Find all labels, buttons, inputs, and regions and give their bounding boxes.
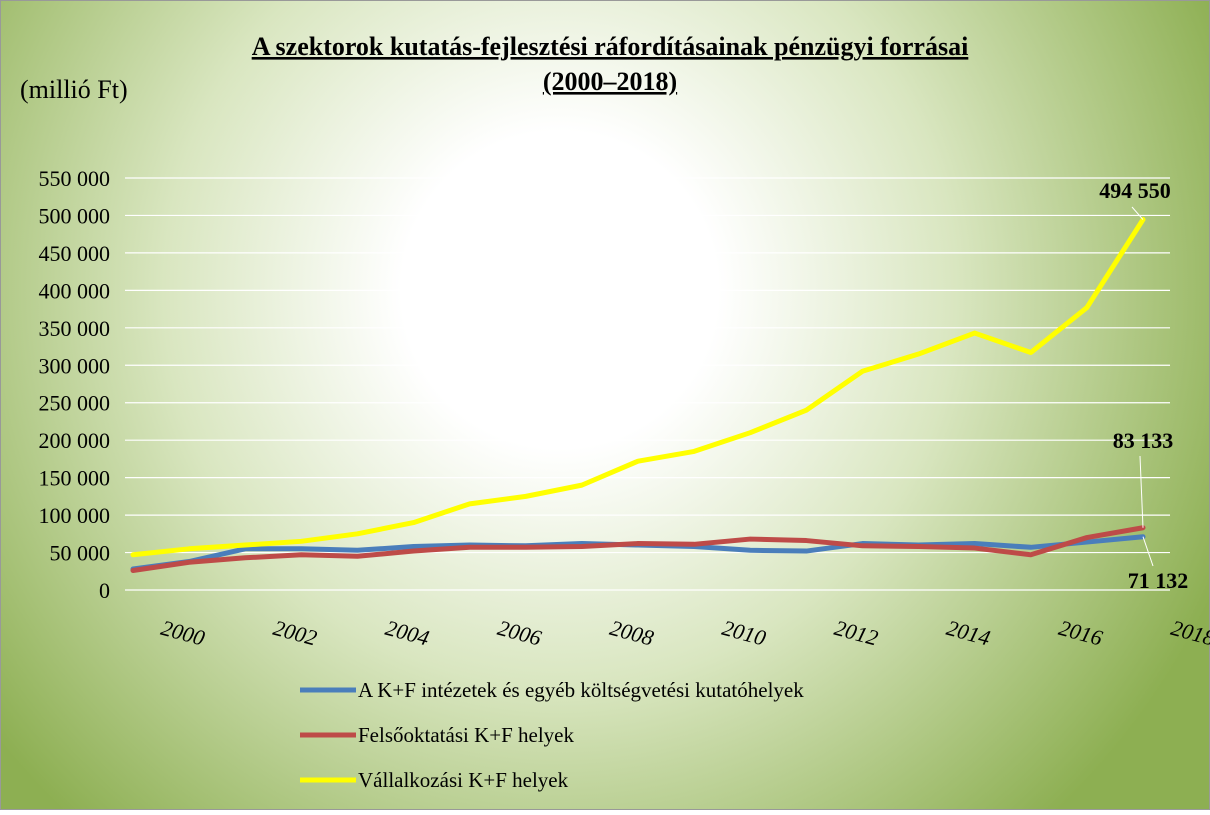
data-label: 71 132: [1128, 568, 1189, 593]
legend-label: Vállalkozási K+F helyek: [358, 768, 569, 792]
leader-line: [1142, 536, 1154, 567]
chart-title: (2000–2018): [543, 67, 677, 96]
series-line: [130, 217, 1146, 558]
y-tick-label: 50 000: [50, 541, 111, 566]
data-label: 494 550: [1099, 178, 1171, 203]
y-tick-label: 250 000: [39, 391, 111, 416]
legend-label: A K+F intézetek és egyéb költségvetési k…: [358, 678, 804, 702]
y-tick-label: 350 000: [39, 316, 111, 341]
y-tick-label: 0: [99, 578, 110, 603]
y-tick-label: 300 000: [39, 353, 111, 378]
chart-title: A szektorok kutatás-fejlesztési ráfordít…: [252, 32, 969, 61]
y-tick-label: 400 000: [39, 278, 111, 303]
leader-line: [1131, 206, 1144, 220]
y-axis-label: (millió Ft): [20, 75, 128, 104]
y-tick-label: 450 000: [39, 241, 111, 266]
series-line: [130, 525, 1146, 574]
y-tick-label: 500 000: [39, 203, 111, 228]
data-label: 83 133: [1113, 428, 1174, 453]
legend-label: Felsőoktatási K+F helyek: [358, 723, 574, 747]
y-tick-label: 550 000: [39, 166, 111, 191]
leader-line: [1139, 455, 1144, 528]
y-tick-label: 150 000: [39, 466, 111, 491]
y-tick-label: 200 000: [39, 428, 111, 453]
y-tick-label: 100 000: [39, 503, 111, 528]
